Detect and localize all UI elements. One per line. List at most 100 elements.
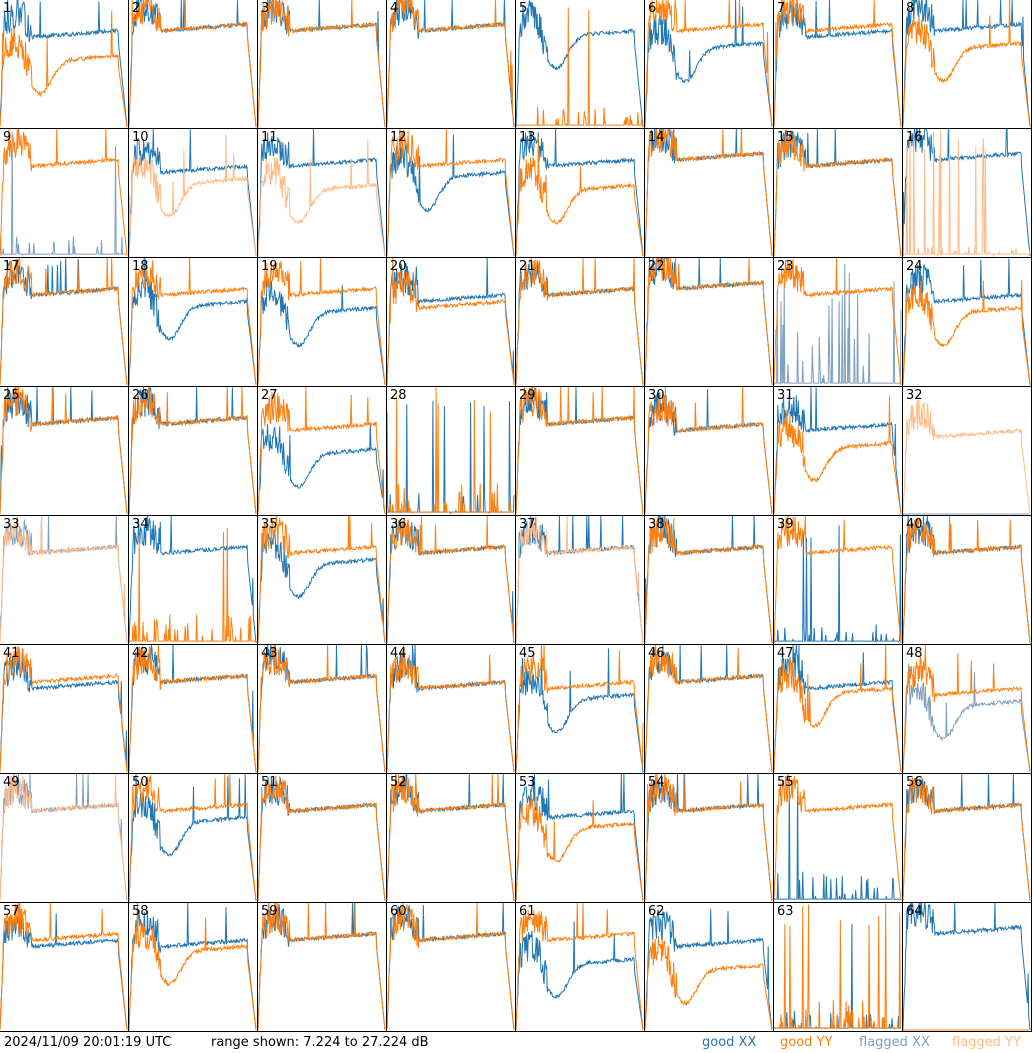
spectrum-panel: 10 <box>129 129 258 258</box>
good-xx-line <box>258 422 386 515</box>
panel-number: 5 <box>519 1 528 16</box>
panel-number: 55 <box>777 775 794 790</box>
flagged-yy-line <box>903 129 1031 257</box>
panel-plot <box>258 903 386 1031</box>
spectrum-panel: 16 <box>903 129 1032 258</box>
panel-plot <box>774 258 902 386</box>
spectrum-panel: 43 <box>258 645 387 774</box>
good-yy-line <box>129 528 256 642</box>
good-yy-line <box>258 645 386 773</box>
panel-plot <box>0 646 128 773</box>
panel-plot <box>516 0 644 128</box>
panel-number: 58 <box>132 904 149 919</box>
good-yy-line <box>129 0 257 128</box>
panel-plot <box>129 774 257 902</box>
panel-number: 35 <box>261 517 278 532</box>
good-xx-line <box>774 0 902 128</box>
panel-plot <box>903 129 1031 257</box>
spectrum-panel: 45 <box>516 645 645 774</box>
spectrum-panel: 47 <box>774 645 903 774</box>
good-yy-line <box>645 387 773 515</box>
spectrum-panel: 42 <box>129 645 258 774</box>
panel-plot <box>258 516 386 644</box>
flagged-yy-line <box>516 516 644 644</box>
spectrum-panel: 28 <box>387 387 516 516</box>
good-yy-line <box>903 645 1031 773</box>
panel-number: 15 <box>777 130 794 145</box>
spectrum-panel: 2 <box>129 0 258 129</box>
good-xx-line <box>645 908 773 1031</box>
panel-number: 20 <box>390 259 407 274</box>
legend-flagged-yy: flagged YY <box>952 1035 1021 1050</box>
panel-plot <box>516 774 644 902</box>
good-yy-line <box>258 387 386 515</box>
panel-number: 3 <box>261 1 270 16</box>
good-yy-line <box>258 775 386 902</box>
spectrum-panel: 1 <box>0 0 129 129</box>
legend-flagged-xx: flagged XX <box>859 1035 930 1050</box>
good-yy-line <box>516 387 644 515</box>
panel-plot <box>0 129 128 257</box>
legend-good-xx: good XX <box>702 1035 757 1050</box>
spectrum-panel: 15 <box>774 129 903 258</box>
spectrum-panel: 11 <box>258 129 387 258</box>
spectrum-panel: 62 <box>645 903 774 1032</box>
flagged-yy-line <box>0 516 128 644</box>
good-xx-line <box>387 258 515 386</box>
panel-number: 30 <box>648 388 665 403</box>
panel-plot <box>645 908 773 1031</box>
good-xx-line <box>516 129 644 257</box>
spectrum-panel: 44 <box>387 645 516 774</box>
good-xx-line <box>258 0 386 128</box>
panel-plot <box>903 645 1031 773</box>
spectrum-panel: 46 <box>645 645 774 774</box>
panel-number: 40 <box>906 517 923 532</box>
good-xx-line <box>516 921 644 1031</box>
good-yy-line <box>774 0 902 128</box>
panel-plot <box>258 387 386 515</box>
good-yy-line <box>516 136 644 257</box>
good-yy-line <box>774 903 901 1030</box>
panel-plot <box>129 0 257 128</box>
spectrum-panel: 40 <box>903 516 1032 645</box>
panel-plot <box>903 399 1031 515</box>
panel-plot <box>645 387 773 515</box>
panel-number: 2 <box>132 1 141 16</box>
spectrum-panel: 24 <box>903 258 1032 387</box>
spectrum-panel: 22 <box>645 258 774 387</box>
good-yy-line <box>387 903 515 1031</box>
good-xx-line <box>516 774 644 902</box>
panel-plot <box>516 516 644 644</box>
panel-plot <box>903 774 1031 902</box>
good-yy-line <box>774 774 902 902</box>
panel-plot <box>387 387 515 515</box>
spectrum-panel: 39 <box>774 516 903 645</box>
panel-number: 62 <box>648 904 665 919</box>
spectrum-panel: 34 <box>129 516 258 645</box>
good-xx-line <box>0 387 128 515</box>
panel-number: 52 <box>390 775 407 790</box>
panel-number: 32 <box>906 388 923 403</box>
panel-plot <box>774 516 902 644</box>
good-yy-line <box>258 903 386 1031</box>
panel-number: 12 <box>390 130 407 145</box>
panel-plot <box>774 387 902 515</box>
good-xx-line <box>903 903 1031 1031</box>
spectrum-panel: 29 <box>516 387 645 516</box>
spectrum-panel: 12 <box>387 129 516 258</box>
panel-plot <box>516 645 644 773</box>
flagged-xx-line <box>774 264 902 385</box>
panel-number: 29 <box>519 388 536 403</box>
spectrum-panel: 51 <box>258 774 387 903</box>
flagged-xx-line <box>0 131 127 256</box>
panel-number: 31 <box>777 388 794 403</box>
panel-number: 48 <box>906 646 923 661</box>
panel-plot <box>387 516 515 644</box>
good-yy-line <box>387 516 515 644</box>
panel-plot <box>129 387 257 515</box>
legend-good-yy: good YY <box>780 1035 833 1050</box>
good-yy-line <box>903 775 1031 902</box>
spectrum-panel: 17 <box>0 258 129 387</box>
panel-number: 13 <box>519 130 536 145</box>
